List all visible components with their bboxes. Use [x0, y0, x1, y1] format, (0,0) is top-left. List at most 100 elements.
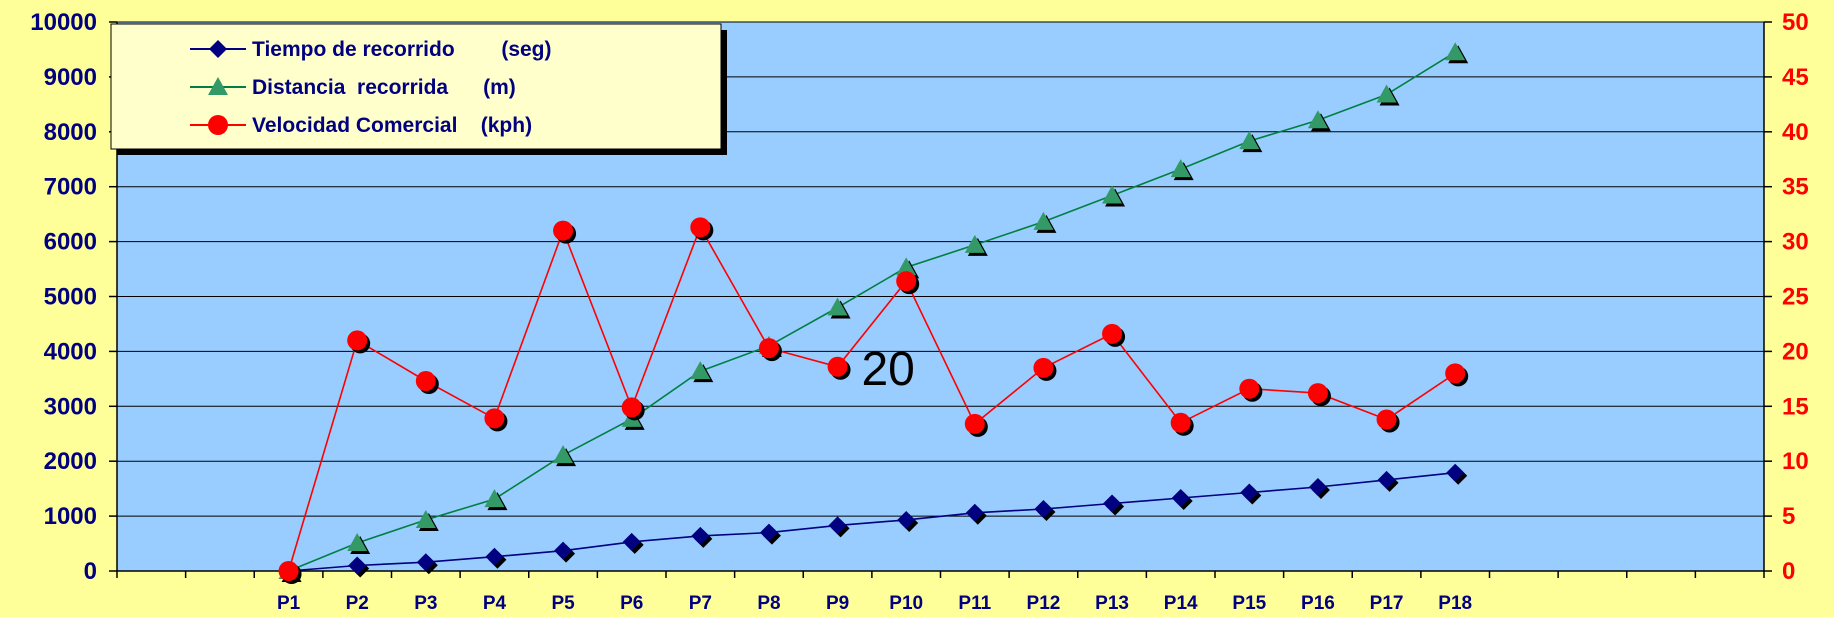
data-point [1033, 357, 1057, 381]
left-axis-ticks: 0 1000 2000 3000 4000 5000 6000 7000 8000 9000 100… [30, 9, 117, 585]
right-tick-label: 40 [1782, 119, 1809, 146]
right-axis-ticks: 0 5 10 15 20 25 30 35 40 45 50 [1764, 9, 1809, 585]
data-point [1102, 323, 1126, 347]
right-tick-label: 20 [1782, 338, 1809, 365]
x-tick-label: P3 [414, 593, 437, 614]
x-tick-label: P1 [277, 593, 301, 614]
data-point [897, 510, 919, 532]
data-point [1445, 42, 1469, 64]
legend-swatch-marker [208, 115, 228, 135]
legend-label: Tiempo de recorrido (seg) [252, 38, 552, 61]
data-point [416, 553, 438, 575]
series-1 [279, 463, 1468, 583]
data-point [484, 408, 508, 432]
data-point [1170, 412, 1194, 436]
x-axis-ticks: P1 P2 P3 P4 P5 P6 P7 P8 P9 P10 P11 P12 P13 P14 P15 P16 P… [116, 571, 1765, 614]
data-point [622, 532, 644, 554]
data-point [554, 541, 576, 563]
legend-item: Velocidad Comercial (kph) [190, 114, 532, 137]
x-tick-label: P2 [346, 593, 369, 614]
data-point [553, 220, 577, 244]
x-tick-label: P12 [1027, 593, 1061, 614]
x-tick-label: P18 [1438, 593, 1472, 614]
data-point [964, 413, 988, 437]
data-point [690, 361, 714, 383]
x-tick-label: P8 [757, 593, 780, 614]
data-point [1445, 363, 1469, 387]
x-tick-label: P7 [689, 593, 712, 614]
legend-item: Distancia recorrida (m) [190, 76, 516, 99]
data-point [1239, 378, 1263, 402]
right-tick-label: 0 [1782, 558, 1795, 585]
data-point [691, 526, 713, 548]
data-point [484, 489, 508, 511]
data-point [964, 234, 988, 256]
right-tick-label: 15 [1782, 393, 1809, 420]
left-tick-label: 7000 [44, 174, 97, 201]
data-point [828, 516, 850, 538]
data-point [1377, 470, 1399, 492]
series-line [288, 51, 1456, 572]
data-point [348, 556, 370, 578]
data-point [415, 371, 439, 395]
data-point [1307, 110, 1331, 132]
data-point [827, 356, 851, 380]
series-line [288, 471, 1456, 572]
left-tick-label: 5000 [44, 284, 97, 311]
data-point [759, 523, 781, 545]
x-tick-label: P14 [1164, 593, 1198, 614]
series-layer [278, 42, 1469, 584]
right-tick-label: 35 [1782, 174, 1809, 201]
x-tick-label: P11 [958, 593, 991, 614]
data-point [1034, 499, 1056, 521]
x-tick-label: P9 [826, 593, 849, 614]
x-tick-label: P16 [1301, 593, 1335, 614]
data-point [1376, 84, 1400, 106]
right-tick-label: 10 [1782, 448, 1809, 475]
legend-label: Distancia recorrida (m) [252, 76, 516, 99]
left-tick-label: 0 [84, 558, 97, 585]
right-tick-label: 30 [1782, 229, 1809, 256]
left-tick-label: 6000 [44, 229, 97, 256]
data-point [965, 503, 987, 525]
left-tick-label: 4000 [44, 338, 97, 365]
data-point [415, 509, 439, 531]
x-tick-label: P5 [551, 593, 575, 614]
data-point [347, 330, 371, 354]
legend-swatch-marker [209, 40, 227, 58]
data-point [621, 397, 645, 421]
data-point [1239, 131, 1263, 153]
left-tick-label: 3000 [44, 393, 97, 420]
right-tick-label: 50 [1782, 9, 1809, 36]
data-point [896, 271, 920, 295]
left-tick-label: 9000 [44, 64, 97, 91]
legend-label: Velocidad Comercial (kph) [252, 114, 532, 137]
data-point [278, 561, 302, 584]
x-tick-label: P4 [483, 593, 507, 614]
data-point [1308, 478, 1330, 500]
x-tick-label: P15 [1232, 593, 1266, 614]
right-tick-label: 45 [1782, 64, 1809, 91]
left-tick-label: 8000 [44, 119, 97, 146]
right-tick-label: 5 [1782, 503, 1795, 530]
data-point [1240, 483, 1262, 505]
data-point [553, 445, 577, 467]
data-point [1171, 488, 1193, 510]
data-point [1376, 409, 1400, 433]
data-point [1102, 185, 1126, 207]
chart-annotation: 20 [861, 343, 914, 396]
data-point [1307, 383, 1331, 407]
data-point [347, 533, 371, 555]
data-point [1170, 159, 1194, 181]
data-point [827, 297, 851, 319]
legend: Tiempo de recorrido (seg) Distancia recor… [110, 23, 727, 155]
series-3 [278, 217, 1469, 584]
legend-item: Tiempo de recorrido (seg) [190, 38, 552, 61]
left-tick-label: 1000 [44, 503, 97, 530]
legend-swatch-marker [208, 77, 228, 95]
data-point [485, 547, 507, 569]
x-tick-label: P13 [1095, 593, 1129, 614]
x-tick-label: P17 [1370, 593, 1404, 614]
data-point [1033, 211, 1057, 233]
